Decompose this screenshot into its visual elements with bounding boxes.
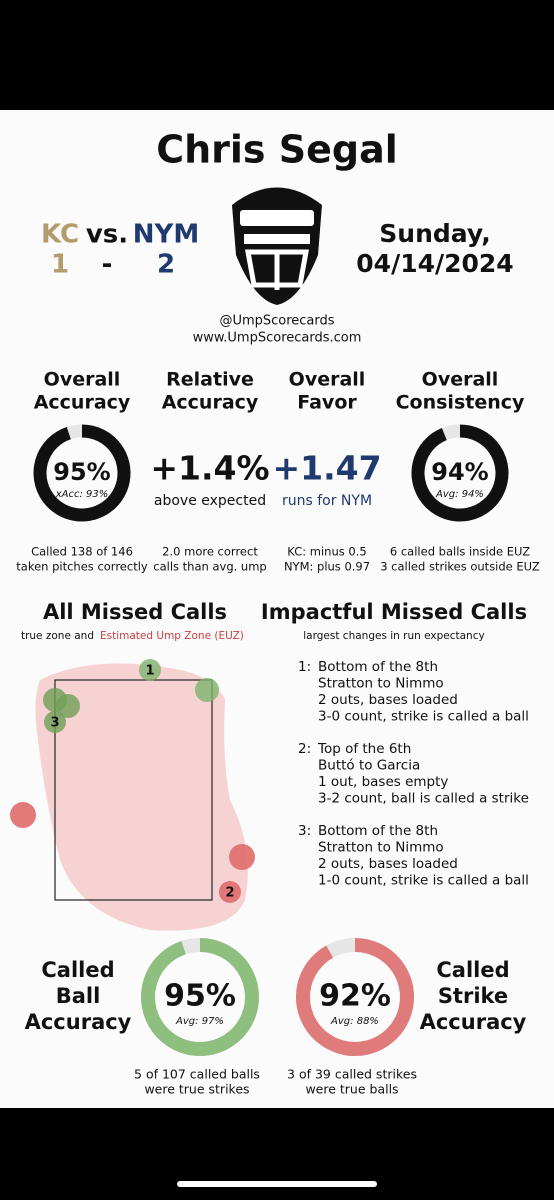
impactful-title: Impactful Missed Calls bbox=[261, 600, 527, 624]
item-line: Buttó to Garcia bbox=[318, 758, 420, 774]
stat-note: NYM: plus 0.97 bbox=[284, 560, 370, 574]
item-line: 2 outs, bases loaded bbox=[318, 856, 458, 872]
gauge-label: 95% bbox=[53, 458, 110, 486]
stat-title: Accuracy bbox=[34, 392, 131, 414]
stat-note: 6 called balls inside EUZ bbox=[390, 545, 530, 559]
gauge-label: 95% bbox=[164, 979, 236, 1014]
bottom-note: were true balls bbox=[305, 1082, 398, 1097]
date: 04/14/2024 bbox=[356, 249, 513, 278]
item-line: 3-0 count, strike is called a ball bbox=[318, 709, 529, 725]
gauge-sub: xAcc: 93% bbox=[55, 489, 109, 500]
stat-note: Called 138 of 146 bbox=[31, 545, 133, 559]
home-team: NYM bbox=[133, 220, 199, 250]
item-line: Bottom of the 8th bbox=[318, 823, 438, 839]
gauge-sub: Avg: 88% bbox=[330, 1016, 379, 1027]
vs: vs. bbox=[86, 220, 128, 250]
bottom-note: were true strikes bbox=[144, 1082, 249, 1097]
stat-title: Overall bbox=[44, 369, 121, 391]
euz-subtitle: Estimated Ump Zone (EUZ) bbox=[100, 630, 244, 642]
gauge-arc bbox=[411, 424, 509, 522]
missed-title: All Missed Calls bbox=[43, 600, 227, 624]
stat-note: 3 called strikes outside EUZ bbox=[380, 560, 540, 574]
gauge-arc bbox=[141, 938, 259, 1056]
away-team: KC bbox=[41, 220, 79, 250]
stat-big: +1.47 bbox=[272, 449, 381, 488]
stat-note: 2.0 more correct bbox=[162, 545, 258, 559]
stat-title: Favor bbox=[297, 392, 357, 414]
gauge-sub: Avg: 94% bbox=[435, 489, 484, 500]
stat-title: Accuracy bbox=[162, 392, 259, 414]
bottom-title: Accuracy bbox=[420, 1010, 527, 1034]
stat-caption: above expected bbox=[154, 493, 266, 509]
dash: - bbox=[102, 250, 113, 280]
bottom-title: Ball bbox=[56, 984, 101, 1008]
item-number: 3: bbox=[298, 823, 311, 839]
item-line: 1 out, bases empty bbox=[318, 774, 448, 790]
item-line: 3-2 count, ball is called a strike bbox=[318, 791, 529, 807]
stat-big: +1.4% bbox=[150, 449, 269, 488]
item-line: Stratton to Nimmo bbox=[318, 676, 444, 692]
item-line: 1-0 count, strike is called a ball bbox=[318, 873, 529, 889]
stat-title: Overall bbox=[289, 369, 366, 391]
item-line: Stratton to Nimmo bbox=[318, 840, 444, 856]
bottom-title: Called bbox=[436, 958, 509, 982]
item-line: Top of the 6th bbox=[317, 741, 411, 757]
gauge-label: 92% bbox=[319, 979, 391, 1014]
bottom-note: 5 of 107 called balls bbox=[134, 1067, 260, 1082]
handle: @UmpScorecards bbox=[219, 314, 334, 329]
item-number: 2: bbox=[298, 741, 311, 757]
umpire-mask-icon bbox=[232, 187, 322, 305]
stat-note: calls than avg. ump bbox=[153, 560, 266, 574]
pitch-label: 1 bbox=[145, 664, 154, 679]
stat-note: taken pitches correctly bbox=[16, 560, 148, 574]
pitch-label: 3 bbox=[50, 716, 59, 731]
bottom-title: Accuracy bbox=[25, 1010, 132, 1034]
item-line: 2 outs, bases loaded bbox=[318, 692, 458, 708]
away-score: 1 bbox=[51, 250, 69, 280]
stat-caption: runs for NYM bbox=[282, 493, 372, 509]
day: Sunday, bbox=[379, 219, 490, 248]
stat-title: Relative bbox=[166, 369, 254, 391]
umpire-name: Chris Segal bbox=[156, 128, 398, 172]
gauge-sub: Avg: 97% bbox=[175, 1016, 224, 1027]
stat-title: Overall bbox=[422, 369, 499, 391]
website: www.UmpScorecards.com bbox=[193, 331, 362, 346]
bottom-title: Called bbox=[41, 958, 114, 982]
missed-subtitle: true zone and bbox=[21, 630, 94, 642]
missed-calls-plot bbox=[10, 659, 255, 931]
gauge-arc bbox=[33, 424, 131, 522]
gauge-arc bbox=[296, 938, 414, 1056]
home-score: 2 bbox=[157, 250, 175, 280]
stat-title: Consistency bbox=[396, 392, 525, 414]
item-number: 1: bbox=[298, 659, 311, 675]
home-indicator bbox=[177, 1181, 377, 1187]
bottom-note: 3 of 39 called strikes bbox=[287, 1067, 417, 1082]
impactful-subtitle: largest changes in run expectancy bbox=[303, 630, 484, 642]
bottom-title: Strike bbox=[438, 984, 508, 1008]
stat-note: KC: minus 0.5 bbox=[287, 545, 366, 559]
gauge-label: 94% bbox=[431, 458, 488, 486]
pitch-label: 2 bbox=[225, 886, 234, 901]
item-line: Bottom of the 8th bbox=[318, 659, 438, 675]
